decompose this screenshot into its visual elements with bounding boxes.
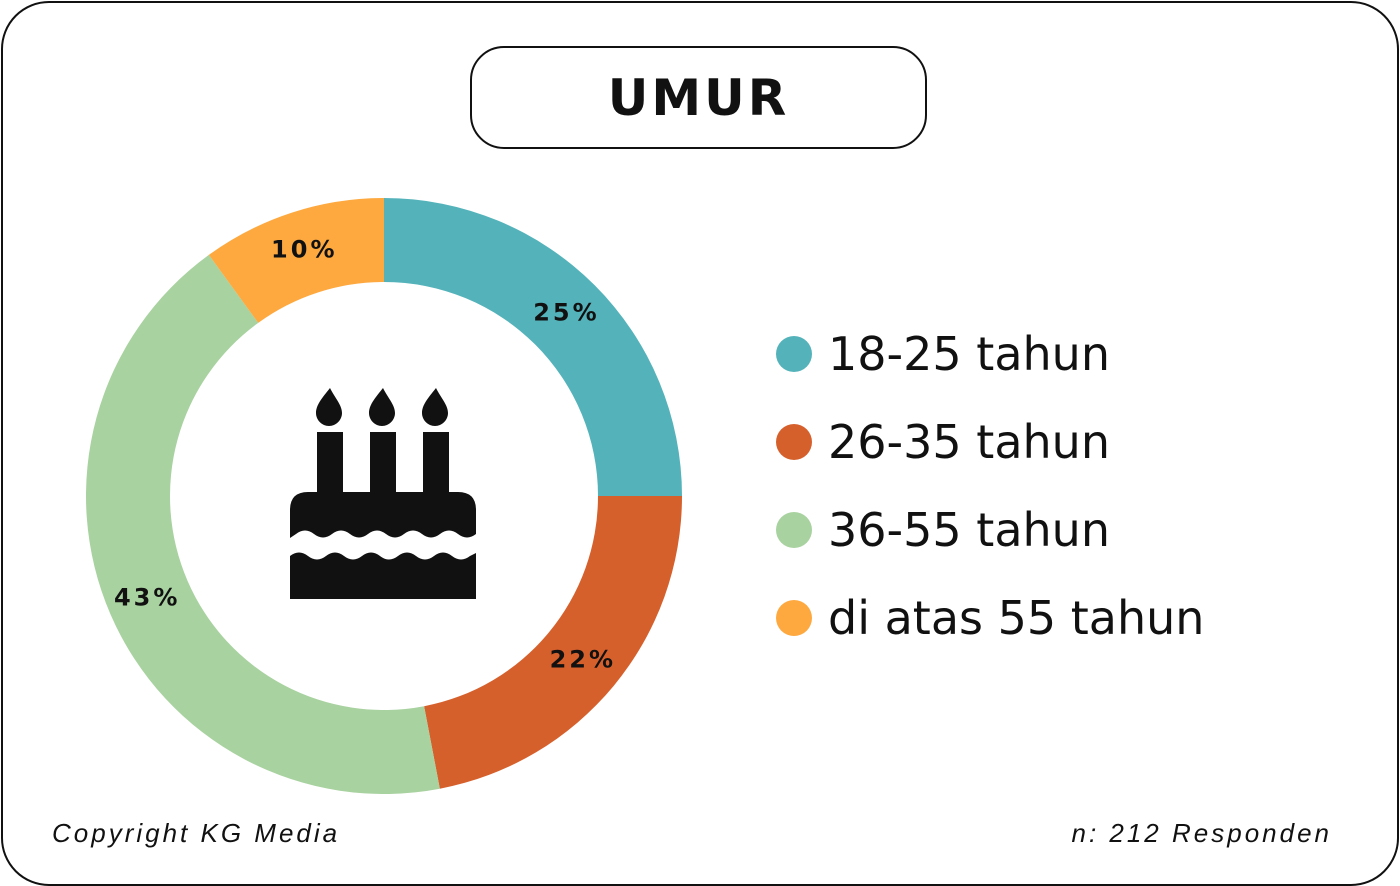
legend-item: 36-55 tahun <box>776 486 1204 574</box>
donut-slice <box>208 198 384 323</box>
legend-swatch <box>776 336 812 372</box>
birthday-cake-icon <box>290 388 476 599</box>
legend-label: 26-35 tahun <box>828 415 1110 469</box>
legend-swatch <box>776 424 812 460</box>
respondent-count: n: 212 Responden <box>1071 818 1332 848</box>
slice-value-label: 10% <box>271 236 337 264</box>
legend-item: 26-35 tahun <box>776 398 1204 486</box>
legend-swatch <box>776 600 812 636</box>
slice-value-label: 25% <box>533 299 599 327</box>
donut-slice <box>384 198 682 496</box>
donut-chart: 25% 22% 43% 10% <box>85 198 682 794</box>
legend-label: 36-55 tahun <box>828 503 1110 557</box>
donut-slice <box>424 496 682 789</box>
legend-item: di atas 55 tahun <box>776 574 1204 662</box>
legend-label: 18-25 tahun <box>828 327 1110 381</box>
slice-value-label: 43% <box>114 583 180 611</box>
donut-slice <box>85 254 440 794</box>
title-pill: UMUR <box>470 46 927 149</box>
legend-item: 18-25 tahun <box>776 310 1204 398</box>
donut-slice-labels: 25% 22% 43% 10% <box>114 236 616 674</box>
donut-slices <box>85 198 682 794</box>
copyright-text: Copyright KG Media <box>52 818 341 848</box>
slice-value-label: 22% <box>550 645 616 673</box>
legend: 18-25 tahun 26-35 tahun 36-55 tahun di a… <box>776 310 1204 662</box>
chart-title: UMUR <box>607 68 790 127</box>
legend-label: di atas 55 tahun <box>828 591 1205 645</box>
legend-swatch <box>776 512 812 548</box>
